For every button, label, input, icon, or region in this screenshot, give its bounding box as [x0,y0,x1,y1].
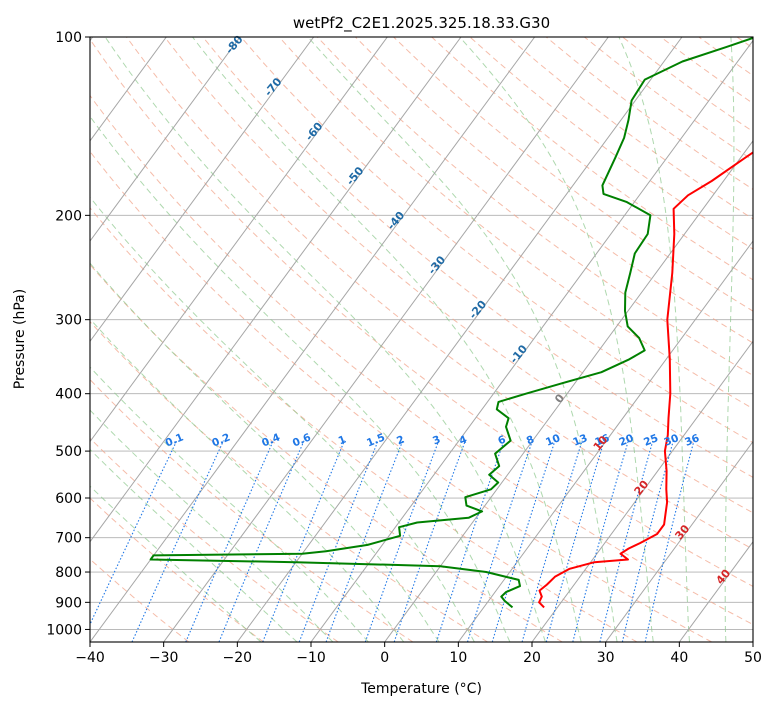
y-tick-label: 600 [55,491,82,507]
y-tick-label: 1000 [46,622,82,638]
y-tick-label: 100 [55,30,82,46]
x-tick-label: −10 [296,650,326,666]
y-tick-label: 200 [55,208,82,224]
y-tick-label: 500 [55,444,82,460]
y-tick-label: 900 [55,595,82,611]
x-tick-label: 50 [744,650,762,666]
x-tick-label: 20 [523,650,541,666]
y-tick-label: 800 [55,565,82,581]
x-tick-label: 10 [449,650,467,666]
x-tick-label: −20 [223,650,253,666]
x-tick-label: 0 [380,650,389,666]
x-tick-label: 30 [597,650,615,666]
y-tick-label: 700 [55,531,82,547]
y-tick-label: 400 [55,387,82,403]
x-tick-label: −40 [75,650,105,666]
x-tick-label: −30 [149,650,179,666]
y-axis-label: Pressure (hPa) [12,289,28,389]
x-tick-label: 40 [670,650,688,666]
x-axis-label: Temperature (°C) [360,681,482,697]
chart-title: wetPf2_C2E1.2025.325.18.33.G30 [293,14,550,33]
y-tick-label: 300 [55,313,82,329]
